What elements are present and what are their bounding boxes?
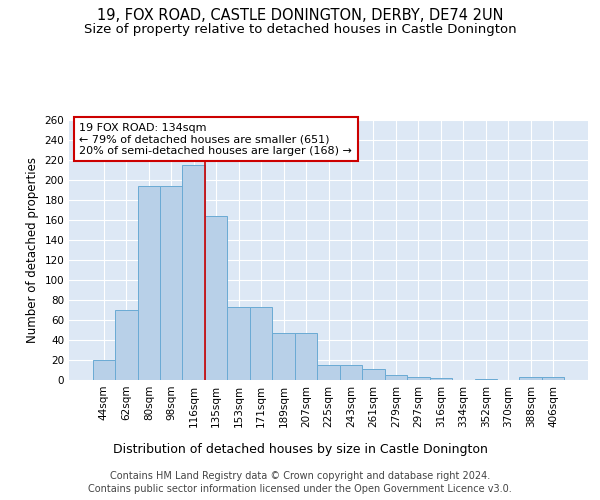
Bar (205, 216, 227, 380)
Text: Contains public sector information licensed under the Open Government Licence v3: Contains public sector information licen… (88, 484, 512, 494)
Bar (92, 360, 115, 380)
Text: Size of property relative to detached houses in Castle Donington: Size of property relative to detached ho… (83, 22, 517, 36)
Text: 19 FOX ROAD: 134sqm
← 79% of detached houses are smaller (651)
20% of semi-detac: 19 FOX ROAD: 134sqm ← 79% of detached ho… (79, 122, 352, 156)
Bar (475, 379, 497, 380)
Bar (340, 365, 362, 380)
Text: Distribution of detached houses by size in Castle Donington: Distribution of detached houses by size … (113, 442, 487, 456)
Bar (430, 378, 452, 380)
Bar (317, 365, 340, 380)
Bar (542, 377, 565, 380)
Bar (115, 310, 137, 380)
Text: 19, FOX ROAD, CASTLE DONINGTON, DERBY, DE74 2UN: 19, FOX ROAD, CASTLE DONINGTON, DERBY, D… (97, 8, 503, 22)
Bar (272, 333, 295, 380)
Bar (137, 186, 160, 380)
Bar (295, 333, 317, 380)
Bar (520, 377, 542, 380)
Bar (182, 165, 205, 380)
Bar (407, 377, 430, 380)
Y-axis label: Number of detached properties: Number of detached properties (26, 157, 39, 343)
Bar (385, 375, 407, 380)
Bar (227, 307, 250, 380)
Bar (250, 307, 272, 380)
Bar (160, 186, 182, 380)
Bar (362, 369, 385, 380)
Text: Contains HM Land Registry data © Crown copyright and database right 2024.: Contains HM Land Registry data © Crown c… (110, 471, 490, 481)
